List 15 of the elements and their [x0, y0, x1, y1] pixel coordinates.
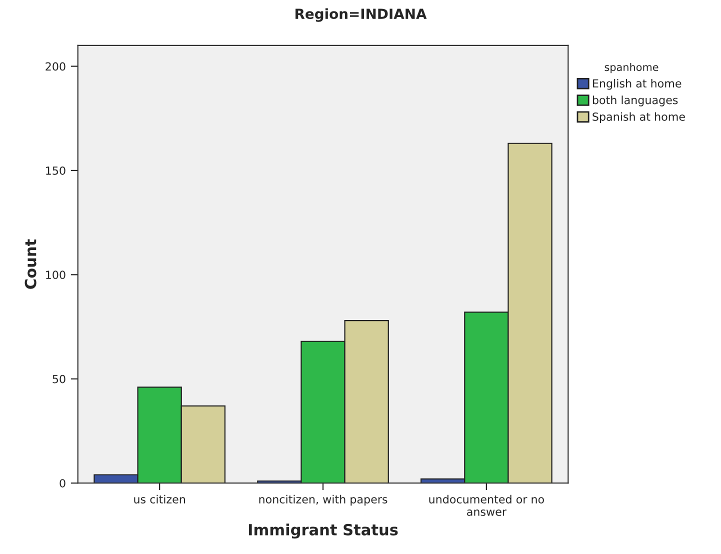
x-tick-label: noncitizen, with papers	[259, 494, 388, 506]
y-tick-label: 200	[46, 62, 66, 71]
legend-title: spanhome	[604, 63, 658, 74]
chart-title: Region=INDIANA	[296, 8, 427, 22]
y-tick-label: 0	[60, 479, 66, 488]
y-tick-label: 150	[46, 166, 66, 175]
y-tick-label: 100	[46, 270, 66, 280]
x-tick-label: undocumented or no answer	[429, 494, 544, 516]
legend-label: both languages	[592, 96, 678, 106]
y-axis-title: Count	[24, 239, 36, 289]
x-tick-label: us citizen	[134, 494, 185, 504]
y-tick-label: 50	[52, 374, 66, 384]
legend-label: Spanish at home	[592, 112, 685, 124]
legend-label: English at home	[593, 78, 682, 90]
x-axis-title: Immigrant Status	[248, 524, 398, 539]
